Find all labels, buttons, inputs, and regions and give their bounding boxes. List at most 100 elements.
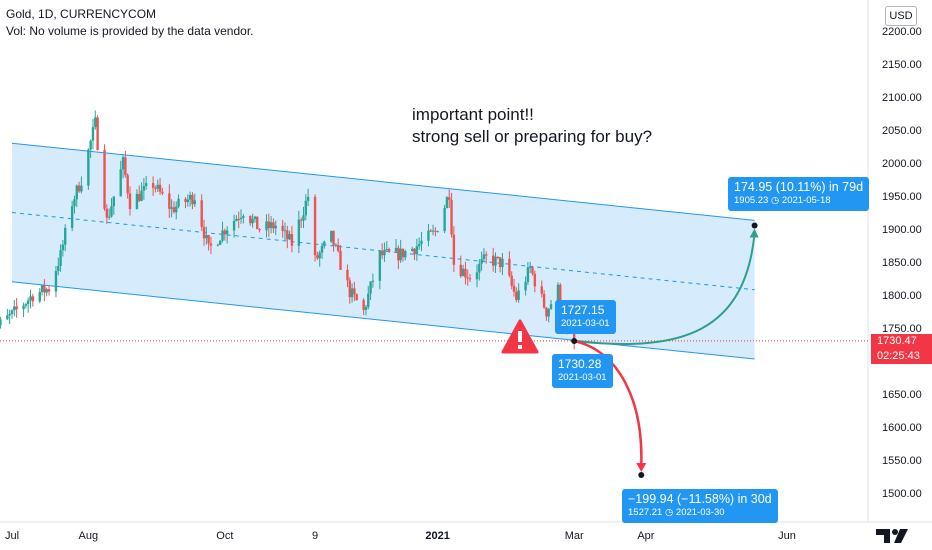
warning-triangle-icon[interactable] <box>501 319 539 355</box>
down-projection-change: −199.94 (−11.58%) in 30d <box>628 492 772 506</box>
candle-body <box>200 200 203 227</box>
candle-body <box>188 194 192 200</box>
current-price-value: 1730.47 <box>877 335 917 347</box>
candle-body <box>498 257 502 268</box>
candle-body <box>475 272 479 280</box>
candle-body <box>15 306 18 310</box>
candle-body <box>38 292 41 302</box>
down-projection-point <box>638 472 645 479</box>
candle-body <box>89 140 92 150</box>
y-axis-tick-label: 1500.00 <box>882 488 922 500</box>
candle-body <box>138 193 141 201</box>
candle-body <box>350 288 354 298</box>
candle-body <box>413 248 416 255</box>
anchor-price-tag[interactable]: 1730.28 2021-03-01 <box>552 354 613 388</box>
candle-body <box>258 229 261 231</box>
candle-body <box>103 150 106 209</box>
candle-body <box>452 234 456 265</box>
candle-body <box>175 206 178 213</box>
candle-body <box>417 243 421 247</box>
channel-lower-line <box>11 281 755 360</box>
candle-body <box>436 231 439 233</box>
candle-body <box>531 267 534 274</box>
candle-body <box>96 117 99 151</box>
candle-body <box>364 307 368 310</box>
candle-body <box>448 197 451 200</box>
y-axis-tick-label: 1600.00 <box>882 422 922 434</box>
candle-body <box>491 255 495 266</box>
candle-body <box>73 199 76 207</box>
text-annotation[interactable]: important point!! strong sell or prepari… <box>412 104 652 148</box>
anchor-price-value: 1730.28 <box>558 357 602 371</box>
candle-body <box>515 291 518 300</box>
candle-body <box>0 319 2 326</box>
down-projection-tag[interactable]: −199.94 (−11.58%) in 30d 1527.21 ◷ 2021-… <box>622 489 778 523</box>
candle-body <box>156 184 159 189</box>
candle-body <box>529 267 532 269</box>
tradingview-logo-icon[interactable] <box>874 525 912 545</box>
candle-body <box>508 258 511 276</box>
candle-body <box>10 310 14 314</box>
candle-body <box>482 254 486 260</box>
candle-body <box>547 308 550 317</box>
candle-body <box>464 268 467 278</box>
candle-body <box>154 187 157 189</box>
candle-body <box>306 196 310 201</box>
candle-body <box>394 247 398 252</box>
candle-body <box>112 196 115 207</box>
candle-body <box>219 240 222 245</box>
up-projection-curve <box>574 233 756 345</box>
candle-body <box>485 254 488 256</box>
currency-badge[interactable]: USD <box>885 6 917 26</box>
candle-body <box>191 194 194 205</box>
candle-body <box>290 234 294 246</box>
candle-body <box>304 200 308 216</box>
up-projection-tag[interactable]: 174.95 (10.11%) in 79d 1905.23 ◷ 2021-05… <box>728 177 870 211</box>
candle-body <box>70 206 74 228</box>
candle-body <box>161 191 164 194</box>
up-projection-point <box>751 222 758 229</box>
x-axis-tick-label: 9 <box>312 530 318 542</box>
candle-body <box>43 285 46 293</box>
candle-body <box>332 230 335 246</box>
candle-body <box>431 230 435 232</box>
candle-body <box>427 230 430 241</box>
current-price-tag[interactable]: 1730.47 02:25:43 <box>871 334 932 364</box>
candle-body <box>77 185 81 192</box>
candle-body <box>172 207 176 213</box>
close-price-tag[interactable]: 1727.15 2021-03-01 <box>555 300 616 334</box>
candle-body <box>57 265 60 272</box>
up-projection-date: 2021-05-18 <box>781 195 831 206</box>
candle-body <box>6 315 9 320</box>
candle-body <box>468 278 472 280</box>
down-projection-price: 1527.21 <box>628 507 663 518</box>
candle-body <box>121 157 125 170</box>
y-axis-tick-label: 2050.00 <box>882 125 922 137</box>
candle-body <box>415 246 419 255</box>
candle-body <box>47 289 51 292</box>
candle-body <box>346 269 349 281</box>
candle-body <box>411 248 414 252</box>
candle-body <box>40 285 44 293</box>
countdown-timer: 02:25:43 <box>877 350 920 362</box>
y-axis-tick-label: 1750.00 <box>882 323 922 335</box>
candle-body <box>64 227 67 245</box>
candle-body <box>549 304 553 309</box>
volume-note: Vol: No volume is provided by the data v… <box>6 24 254 38</box>
candle-body <box>237 218 240 220</box>
candle-body <box>221 230 224 241</box>
candle-body <box>320 245 324 253</box>
candle-body <box>144 183 148 186</box>
y-axis-tick-label: 1650.00 <box>882 389 922 401</box>
candle-body <box>142 185 146 191</box>
candle-body <box>128 193 132 210</box>
symbol-title[interactable]: Gold, 1D, CURRENCYCOM <box>6 7 157 21</box>
candle-body <box>517 290 520 300</box>
candle-body <box>54 271 58 292</box>
candle-body <box>559 284 562 308</box>
candle-body <box>119 169 122 197</box>
candle-body <box>459 264 463 277</box>
x-axis-tick-label: Oct <box>216 530 233 542</box>
x-axis-tick-label: Jul <box>5 530 19 542</box>
